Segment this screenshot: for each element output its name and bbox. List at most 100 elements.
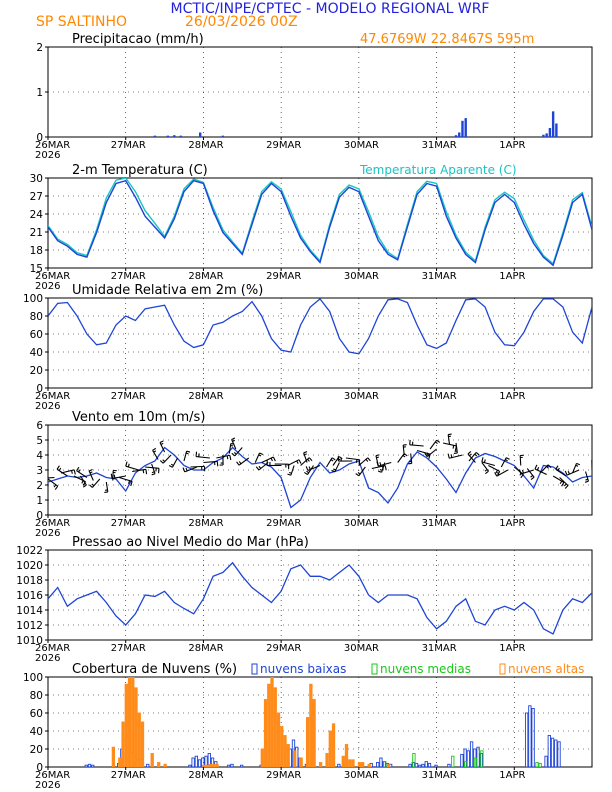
wind-barb-flag [159,460,164,464]
pres-year-label: 2026 [35,653,60,664]
temp-frame [47,177,593,269]
pressure-line [48,561,592,635]
wind-barb [358,457,371,466]
wind-barb [219,454,224,466]
clouds-xtick-label: 31MAR [422,770,457,781]
wind-barb [564,469,580,476]
pres-xtick-label: 26MAR [35,643,70,654]
wind-barb-flag [494,472,498,477]
wind-ytick-label: 4 [36,450,43,462]
wind-barb-shaft [228,443,232,454]
wind-xtick-label: 29MAR [266,518,301,529]
precip-ytick-label: 2 [36,42,43,54]
wind-barb-shaft [48,476,55,479]
clouds-xtick-label: 27MAR [111,770,146,781]
cloud-bar-low [210,757,215,767]
temp-line [48,179,592,267]
wind-barb [500,457,510,468]
cloud-bar-low [188,764,192,767]
wind-barb-flag [113,474,116,479]
clouds-ytick-label: 20 [30,744,43,756]
wind-barb-flag [270,457,273,462]
wind-barb-flag [534,464,538,470]
rh-ytick-label: 80 [30,311,43,323]
wind-barb-flag [378,470,382,473]
cloud-bar-low [421,763,425,767]
wind-barb-shaft [429,439,438,450]
wind-barb [110,473,126,480]
wind-barb-flag [375,454,380,457]
wind-barb-flag [555,465,559,470]
wind-barb [125,461,139,471]
pres-xtick-label: 27MAR [111,643,146,654]
wind-barb-flag [232,439,235,442]
wind-barb-shaft [195,456,210,459]
wind-barb-flag [226,455,229,460]
wind-barb-flag [255,466,260,471]
wind-barb-flag [450,454,453,458]
cloud-bar-low [554,739,558,767]
wind-year-label: 2026 [35,528,60,539]
cloud-bar-high [367,763,371,767]
wind-barb-shaft [162,454,172,464]
wind-barb-shaft [152,450,159,460]
wind-barb-shaft [125,465,139,471]
wind-barb-flag [483,459,486,463]
wind-barb [195,451,210,459]
rh-plot [48,298,592,355]
cloud-bar-high [137,712,141,767]
rh-title: Umidade Relativa em 2m (%) [72,283,263,298]
wind-barb-shaft [552,475,565,483]
wind-barb-shaft [203,460,218,464]
wind-barb-flag [521,469,524,474]
wind-barb [190,465,206,472]
wind-barb-flag [475,452,480,456]
cloud-bar-high [273,687,277,767]
temp-ytick-label: 24 [30,209,44,221]
wind-barb [159,454,172,464]
rh-xtick-label: 28MAR [188,391,223,402]
wind-barb [159,440,166,453]
wind-barb [513,466,524,479]
clouds-ytick-label: 60 [30,708,43,720]
wind-barb-shaft [132,468,146,473]
precip-xtick-label: 30MAR [344,140,379,151]
wind-barb [591,459,592,471]
temp-ytick-label: 15 [30,263,43,275]
cloud-bar-high [312,699,316,767]
clouds-plot [84,677,561,767]
wind-plot [48,433,592,509]
wind-barb [274,463,290,470]
pres-ytick-label: 1022 [16,545,43,557]
wind-barb [261,456,276,463]
temp-plot [48,178,592,267]
wind-barb [534,464,547,475]
clouds-ytick-label: 0 [36,762,43,774]
cloud-legend-label: nuvens altas [508,662,584,676]
cloud-bar-low [91,764,95,767]
cloud-bar-mid [464,761,468,767]
wind-barb-flag [142,469,145,474]
wind-barb [236,457,250,466]
cloud-bar-low [531,708,535,767]
cloud-bar-low [146,763,150,767]
cloud-bar-high [131,677,135,767]
wind-barb [429,439,441,450]
wind-barb [345,457,361,465]
wind-barb-flag [367,457,371,462]
wind-barb-flag [530,476,535,481]
wind-barb [519,454,524,466]
temp-xtick-label: 26MAR [35,271,70,282]
wind-xtick-label: 27MAR [111,518,146,529]
wind-barb-shaft [234,447,243,457]
wind-barb-flag [333,468,336,471]
wind-barb [572,462,581,474]
rh-ytick-label: 40 [30,347,43,359]
wind-barb-flag [231,452,236,457]
cloud-bar-high [280,726,284,767]
wind-barb [183,450,191,462]
wind-barb [60,469,76,475]
wind-barb-flag [484,469,488,472]
wind-barb-flag [151,473,156,476]
precip-bar [221,135,225,137]
